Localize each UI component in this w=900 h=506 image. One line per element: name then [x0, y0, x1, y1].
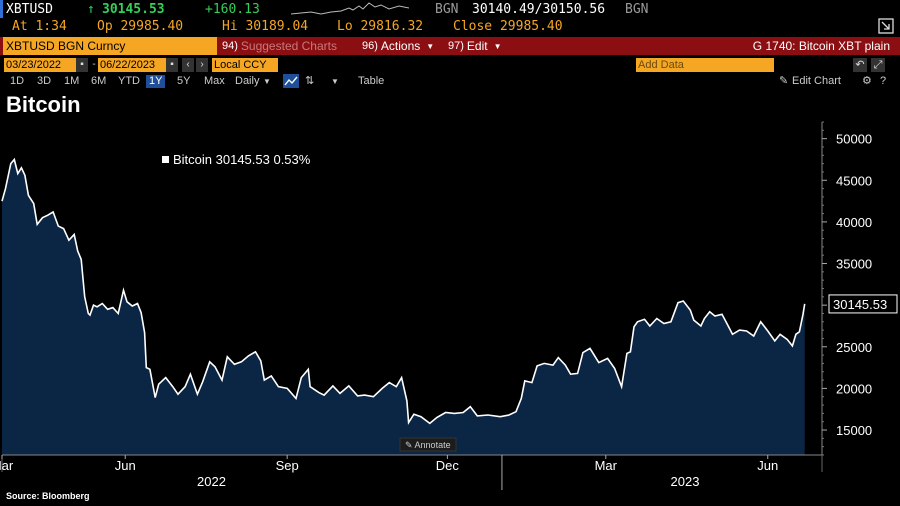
edit-label: Edit	[466, 39, 488, 53]
actions-menu[interactable]: 96) Actions ▼	[362, 37, 434, 55]
net-change: +160.13	[205, 2, 260, 17]
settings-icon[interactable]: ⚙	[862, 75, 872, 87]
period-select[interactable]: Daily	[235, 75, 260, 87]
edit-num: 97)	[448, 40, 464, 52]
y-tick-label: 35000	[836, 257, 872, 272]
range-1d[interactable]: 1D	[10, 75, 25, 87]
x-tick-label: Jun	[115, 458, 136, 473]
chart-title: Bitcoin	[6, 92, 81, 117]
time-value: At 1:34	[12, 19, 67, 34]
suggested-num: 94)	[222, 40, 238, 52]
x-tick-label: Sep	[276, 458, 299, 473]
edit-chart-icon[interactable]: ✎	[779, 75, 789, 87]
x-tick-label: Dec	[436, 458, 460, 473]
annotate-label[interactable]: ✎ Annotate	[405, 440, 451, 450]
y-tick-label: 45000	[836, 173, 872, 188]
x-tick-label: Mar	[595, 458, 618, 473]
price-line	[1, 157, 806, 425]
period-caret-icon[interactable]: ▼	[263, 77, 271, 86]
edit-menu[interactable]: 97) Edit ▼	[448, 37, 502, 55]
add-data-input[interactable]: Add Data	[636, 58, 774, 72]
ticker-marker	[0, 0, 3, 18]
undo-icon[interactable]: ↶	[853, 58, 867, 72]
y-tick-label: 20000	[836, 381, 872, 396]
security-field[interactable]: XBTUSD BGN Curncy	[3, 37, 217, 55]
next-arrow-icon[interactable]: ›	[196, 58, 208, 72]
actions-caret-icon: ▼	[426, 41, 435, 51]
range-1m[interactable]: 1M	[64, 75, 80, 87]
x-tick-label: Mar	[0, 458, 14, 473]
end-date-input[interactable]: 06/22/2023	[98, 58, 168, 72]
x-year-label: 2022	[197, 474, 226, 489]
range-max[interactable]: Max	[204, 75, 225, 87]
date-toolbar: 03/23/2022 ▪ - 06/22/2023 ▪ ‹ › Local CC…	[0, 57, 900, 73]
actions-num: 96)	[362, 40, 378, 52]
zoom-icon[interactable]: ⤢	[871, 58, 885, 72]
end-calendar-icon[interactable]: ▪	[166, 58, 178, 72]
expand-icon[interactable]	[878, 18, 894, 38]
ticker-bar: XBTUSD ↑ 30145.53 +160.13 BGN 30140.49/3…	[0, 0, 900, 18]
bar-chart-icon[interactable]: ⇅	[305, 75, 315, 87]
last-value-label: 30145.53	[833, 297, 887, 312]
high-value: Hi 30189.04	[222, 19, 309, 34]
x-tick-label: Jun	[757, 458, 778, 473]
low-value: Lo 29816.32	[337, 19, 424, 34]
legend-label[interactable]: Bitcoin 30145.53 0.53%	[173, 152, 311, 167]
quote-bar: At 1:34 Op 29985.40 Hi 30189.04 Lo 29816…	[0, 18, 900, 36]
currency-select[interactable]: Local CCY	[212, 58, 278, 72]
start-date-input[interactable]: 03/23/2022	[4, 58, 76, 72]
prev-arrow-icon[interactable]: ‹	[182, 58, 194, 72]
up-arrow-icon: ↑	[87, 2, 95, 17]
price-area-fill	[2, 159, 805, 455]
edit-caret-icon: ▼	[493, 41, 502, 51]
range-toolbar: 1D 3D 1M 6M YTD 1Y 5Y Max Daily ▼ ⇅ ▼ Ta…	[0, 74, 900, 89]
close-value: Close 29985.40	[453, 19, 563, 34]
x-year-label: 2023	[671, 474, 700, 489]
y-tick-label: 40000	[836, 215, 872, 230]
chart-type-caret-icon[interactable]: ▼	[331, 77, 339, 86]
y-tick-label: 50000	[836, 132, 872, 147]
ticker-symbol[interactable]: XBTUSD	[6, 2, 53, 17]
y-tick-label: 15000	[836, 423, 872, 438]
range-1y[interactable]: 1Y	[146, 75, 166, 88]
bid-source: BGN	[435, 2, 459, 17]
suggested-label: Suggested Charts	[240, 39, 337, 53]
range-6m[interactable]: 6M	[91, 75, 107, 87]
chart-title-label: G 1740: Bitcoin XBT plain	[752, 39, 890, 53]
sparkline-icon	[290, 0, 410, 20]
annotate-button[interactable]	[399, 437, 457, 452]
open-value: Op 29985.40	[97, 19, 184, 34]
source-label: Source: Bloomberg	[6, 491, 90, 501]
ask-source: BGN	[625, 2, 649, 17]
y-tick-label: 25000	[836, 340, 872, 355]
range-ytd[interactable]: YTD	[118, 75, 140, 87]
table-button[interactable]: Table	[358, 75, 385, 87]
bid-ask: 30140.49/30150.56	[472, 2, 606, 17]
security-label: XBTUSD BGN Curncy	[6, 39, 126, 53]
line-chart-icon[interactable]	[283, 74, 299, 88]
date-separator: -	[92, 59, 96, 70]
range-3d[interactable]: 3D	[37, 75, 52, 87]
last-value-tag	[828, 294, 898, 314]
chart-help-icon[interactable]: ?	[880, 75, 887, 87]
last-price: 30145.53	[102, 2, 165, 17]
range-5y[interactable]: 5Y	[177, 75, 191, 87]
edit-chart-button[interactable]: Edit Chart	[792, 75, 841, 87]
legend-swatch	[162, 156, 169, 163]
actions-label: Actions	[380, 39, 421, 53]
calendar-icon[interactable]: ▪	[76, 58, 88, 72]
suggested-charts-button[interactable]: 94) Suggested Charts	[222, 37, 337, 55]
command-bar: XBTUSD BGN Curncy 94) Suggested Charts 9…	[0, 37, 900, 55]
